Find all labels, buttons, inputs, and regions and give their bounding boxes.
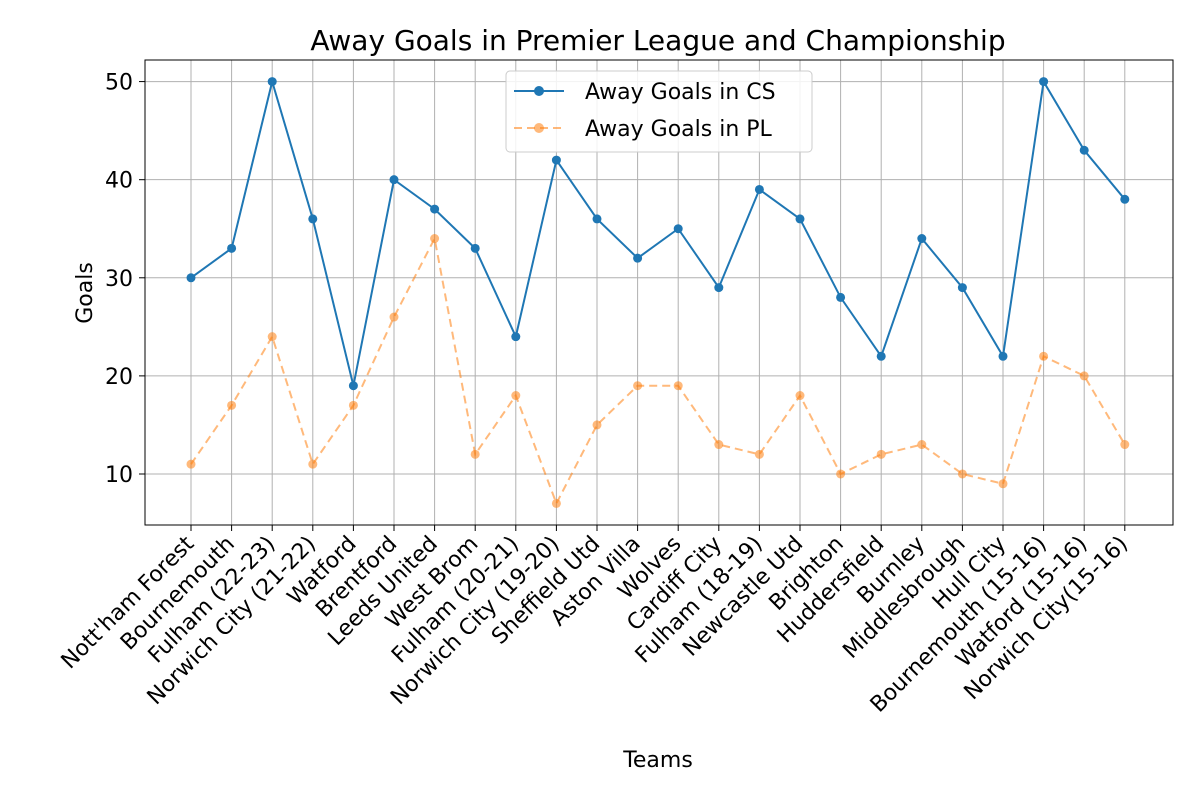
series-pl (186, 234, 1130, 508)
data-point (1039, 77, 1049, 87)
data-point (754, 184, 764, 194)
data-point (186, 273, 196, 283)
data-point (308, 459, 318, 469)
legend: Away Goals in CS Away Goals in PL (505, 70, 813, 153)
data-point (714, 283, 724, 293)
x-axis-label: Teams (622, 748, 693, 773)
data-point (592, 214, 602, 224)
y-tick-label: 10 (105, 463, 133, 488)
data-point (511, 391, 521, 401)
series-line (190, 77, 1126, 386)
legend-marker-pl (534, 123, 544, 133)
y-tick-label: 40 (105, 169, 133, 194)
legend-marker-cs (534, 86, 544, 96)
data-point (998, 351, 1008, 361)
data-point (389, 175, 399, 185)
data-point (551, 155, 561, 165)
data-point (917, 440, 927, 450)
data-point (227, 243, 237, 253)
data-point (633, 253, 643, 263)
y-tick-label: 30 (105, 267, 133, 292)
data-point (592, 420, 602, 430)
data-point (389, 312, 399, 322)
data-point (308, 214, 318, 224)
data-point (1120, 194, 1130, 204)
data-point (1039, 351, 1049, 361)
data-point (673, 381, 683, 391)
plot-frame (144, 59, 1174, 526)
legend-label-pl: Away Goals in PL (585, 117, 773, 142)
data-point (998, 479, 1008, 489)
y-axis-label: Goals (73, 262, 98, 324)
data-point (633, 381, 643, 391)
data-point (1079, 371, 1089, 381)
data-point (957, 469, 967, 479)
legend-box (505, 70, 813, 153)
data-point (267, 77, 277, 87)
data-point (470, 449, 480, 459)
data-point (795, 391, 805, 401)
data-point (917, 234, 927, 244)
data-point (1079, 145, 1089, 155)
series-cs (186, 77, 1130, 391)
data-point (754, 449, 764, 459)
data-point (511, 332, 521, 342)
series-line (190, 235, 1126, 506)
data-point (430, 234, 440, 244)
chart-title: Away Goals in Premier League and Champio… (310, 24, 1005, 57)
y-tick-label: 50 (105, 71, 133, 96)
data-point (1120, 440, 1130, 450)
data-point (227, 400, 237, 410)
data-point (876, 449, 886, 459)
y-axis-ticks: 10 20 30 40 50 (105, 71, 145, 488)
data-point (267, 332, 277, 342)
data-point (836, 469, 846, 479)
data-point (795, 214, 805, 224)
data-point (470, 243, 480, 253)
legend-label-cs: Away Goals in CS (585, 80, 776, 105)
data-point (348, 381, 358, 391)
data-point (957, 283, 967, 293)
data-point (551, 498, 561, 508)
series-group (186, 77, 1130, 508)
data-point (836, 292, 846, 302)
data-point (186, 459, 196, 469)
y-tick-label: 20 (105, 365, 133, 390)
data-point (876, 351, 886, 361)
data-point (714, 440, 724, 450)
data-point (348, 400, 358, 410)
data-point (673, 224, 683, 234)
data-point (430, 204, 440, 214)
